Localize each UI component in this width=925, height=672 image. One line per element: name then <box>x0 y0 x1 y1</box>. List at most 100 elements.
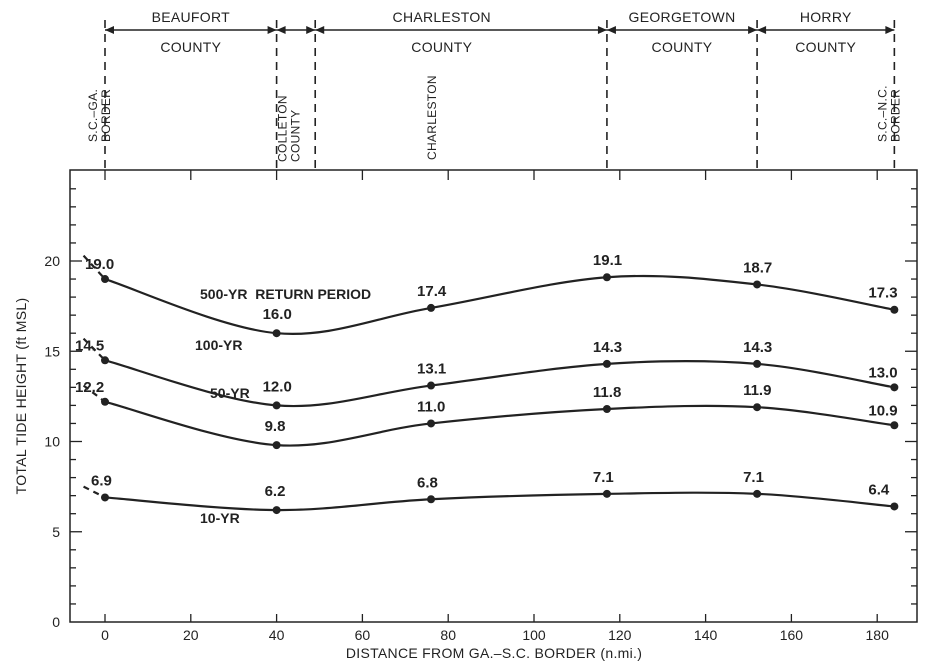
series-line <box>104 274 895 335</box>
place-sc-ga-border: S.C.–GA. BORDER <box>86 89 113 142</box>
y-tick-label: 15 <box>44 343 60 359</box>
place-sc-nc-border-line: S.C.–N.C. <box>875 85 889 142</box>
data-point <box>890 383 899 392</box>
data-point <box>101 275 109 284</box>
series-layer <box>82 254 899 515</box>
place-sc-ga-border-line: BORDER <box>99 89 113 142</box>
x-tick-label: 120 <box>608 627 632 643</box>
x-tick-label: 100 <box>522 627 546 643</box>
data-point <box>602 489 611 498</box>
arrow-right <box>748 26 758 34</box>
y-axis-title: TOTAL TIDE HEIGHT (ft MSL) <box>13 298 29 495</box>
data-label: 13.1 <box>417 361 446 378</box>
county-name-label: HORRY <box>800 9 852 25</box>
arrow-right <box>306 26 316 34</box>
series-line <box>104 400 895 447</box>
series-line <box>104 359 895 408</box>
place-colleton-county-line: COLLETON <box>276 95 290 162</box>
y-tick-label: 0 <box>52 614 60 630</box>
data-point <box>427 381 436 390</box>
data-point <box>427 303 436 312</box>
county-suffix-label: COUNTY <box>795 39 856 55</box>
data-point <box>753 403 762 412</box>
data-point <box>101 356 109 365</box>
county-header: BEAUFORT COUNTY CHARLESTON COUNTY GEORGETOWN… <box>86 9 902 170</box>
series-extension <box>83 485 106 499</box>
data-label: 9.8 <box>265 418 286 435</box>
data-label: 19.0 <box>85 256 114 273</box>
data-label: 13.0 <box>868 364 897 381</box>
data-label: 12.2 <box>75 379 104 396</box>
x-tick-label: 20 <box>183 627 199 643</box>
data-label: 10.9 <box>868 402 897 419</box>
data-point <box>272 441 281 450</box>
data-label: 17.4 <box>417 283 447 300</box>
data-label: 6.8 <box>417 474 438 491</box>
data-point <box>427 495 436 504</box>
data-label: 7.1 <box>593 469 614 486</box>
x-tick-label: 140 <box>694 627 718 643</box>
data-point <box>890 305 899 314</box>
data-label: 6.4 <box>868 481 890 498</box>
data-label: 12.0 <box>263 378 292 395</box>
data-point <box>272 401 281 410</box>
axis-ticks: 0 20 40 60 80 100 120 140 160 180 0 5 10 15 20 <box>44 170 917 643</box>
data-label: 14.5 <box>75 337 104 354</box>
data-label: 17.3 <box>868 285 897 302</box>
place-charleston: CHARLESTON <box>425 75 439 160</box>
x-tick-label: 160 <box>780 627 804 643</box>
county-name-label: GEORGETOWN <box>629 9 736 25</box>
data-point <box>602 359 611 368</box>
y-tick-label: 20 <box>44 253 60 269</box>
place-charleston-line: CHARLESTON <box>425 75 439 160</box>
x-tick-label: 40 <box>269 627 285 643</box>
place-sc-nc-border-line: BORDER <box>888 89 902 142</box>
arrow-left <box>606 26 616 34</box>
y-tick-label: 5 <box>52 524 60 540</box>
data-label: 14.3 <box>593 339 622 356</box>
data-label: 11.8 <box>593 384 621 401</box>
arrow-left <box>757 26 767 34</box>
data-point <box>427 419 436 428</box>
data-point <box>272 506 281 515</box>
data-label: 16.0 <box>263 306 292 323</box>
county-suffix-label: COUNTY <box>652 39 713 55</box>
series-extension <box>82 337 106 362</box>
series-name-label: 50-YR <box>210 385 250 401</box>
data-point <box>602 273 611 282</box>
plot-frame <box>69 169 918 623</box>
data-point <box>272 329 281 338</box>
arrow-right <box>597 26 607 34</box>
arrow-right <box>885 26 895 34</box>
place-colleton-county-line: COUNTY <box>289 110 303 162</box>
data-point <box>753 489 762 498</box>
data-point <box>890 502 899 511</box>
place-sc-ga-border-line: S.C.–GA. <box>86 89 100 142</box>
place-sc-nc-border: S.C.–N.C. BORDER <box>875 85 902 142</box>
data-point <box>753 280 762 289</box>
arrow-left <box>276 26 286 34</box>
place-colleton-county: COLLETON COUNTY <box>276 95 303 162</box>
series-name-label: 100-YR <box>195 337 242 353</box>
y-tick-label: 10 <box>44 434 60 450</box>
data-point <box>890 421 899 430</box>
data-label: 6.2 <box>265 483 286 500</box>
data-point <box>101 397 109 406</box>
data-label: 7.1 <box>743 469 764 486</box>
data-point <box>101 493 109 502</box>
arrow-left <box>105 26 114 34</box>
data-label: 19.1 <box>593 252 622 269</box>
county-name-label: CHARLESTON <box>393 9 491 25</box>
x-tick-label: 60 <box>355 627 371 643</box>
data-point <box>602 405 611 414</box>
county-name-label: BEAUFORT <box>152 9 231 25</box>
x-tick-label: 0 <box>101 627 109 643</box>
data-label: 11.0 <box>417 398 445 415</box>
data-label: 11.9 <box>743 382 771 399</box>
data-label: 6.9 <box>91 472 112 489</box>
county-suffix-label: COUNTY <box>160 39 221 55</box>
data-label: 18.7 <box>743 259 772 276</box>
series-extension <box>82 384 106 403</box>
